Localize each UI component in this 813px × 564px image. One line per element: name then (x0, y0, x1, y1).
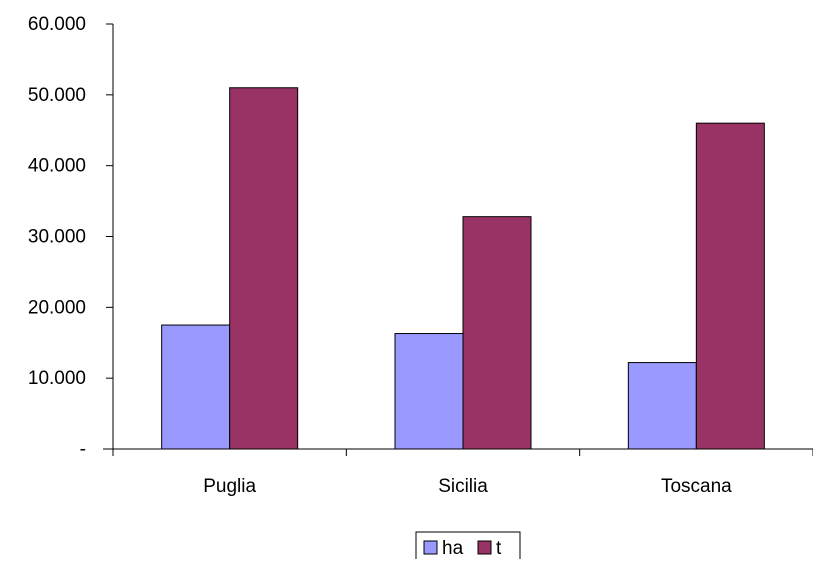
bars-layer (161, 87, 765, 450)
legend-label-ha: ha (442, 538, 464, 559)
legend: ha t (415, 531, 521, 563)
legend-swatch-ha (423, 540, 438, 555)
y-tick-label: 30.000 (28, 227, 86, 248)
y-tick-label: 60.000 (28, 14, 86, 35)
y-tick-label: 50.000 (28, 85, 86, 106)
y-tick-label: - (80, 439, 86, 460)
legend-label-t: t (496, 538, 502, 559)
bar-t-toscana (695, 122, 765, 450)
x-tick-label: Sicilia (438, 476, 488, 497)
y-tick-label: 40.000 (28, 156, 86, 177)
y-axis-ticks: - 10.000 20.000 30.000 40.000 50.000 60.000 (28, 14, 113, 460)
bar-ha-puglia (161, 324, 231, 450)
y-tick-label: 20.000 (28, 297, 86, 318)
x-tick-label: Toscana (661, 476, 732, 497)
x-tick-label: Puglia (203, 476, 256, 497)
bar-ha-sicilia (394, 333, 464, 450)
bar-t-puglia (229, 87, 299, 450)
y-tick-label: 10.000 (28, 368, 86, 389)
bar-ha-toscana (627, 362, 697, 450)
legend-swatch-t (477, 540, 492, 555)
x-axis-ticks: Puglia Sicilia Toscana (112, 449, 813, 497)
bar-t-sicilia (462, 216, 532, 450)
